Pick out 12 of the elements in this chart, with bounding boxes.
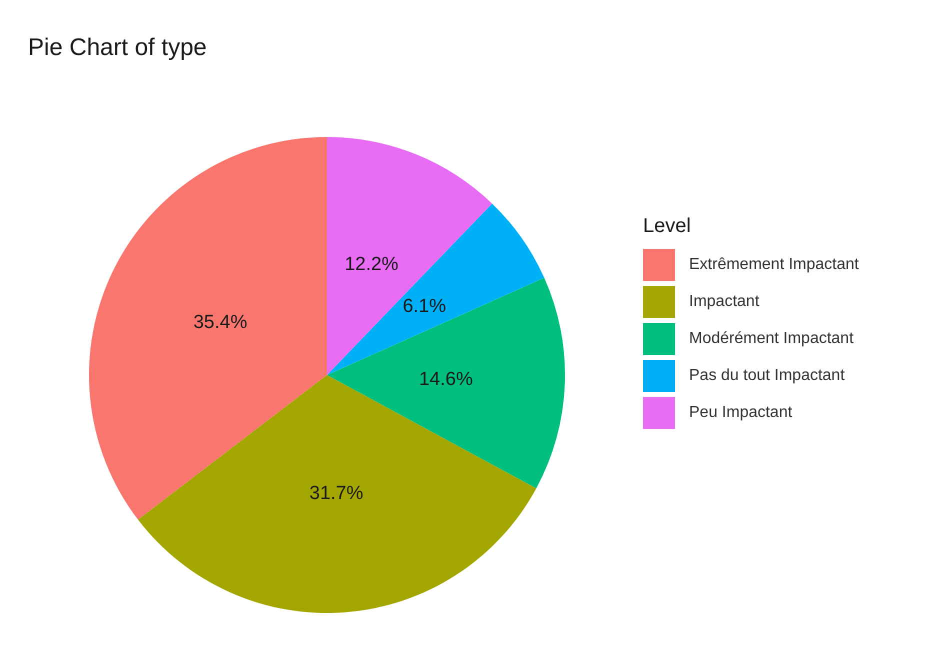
legend-label: Impactant [689,292,760,310]
legend-title: Level [643,215,692,238]
data-label: 35.4% [193,312,248,333]
data-label: 31.7% [309,483,364,504]
chart-title: Pie Chart of type [28,34,207,62]
legend-label: Pas du tout Impactant [689,366,845,384]
legend-label: Peu Impactant [689,404,792,422]
data-label: 12.2% [344,254,399,276]
data-label: 6.1% [402,296,446,318]
legend-label: Extrêmement Impactant [689,256,859,274]
data-label: 14.6% [418,368,473,390]
legend-label: Modérément Impactant [689,330,854,348]
